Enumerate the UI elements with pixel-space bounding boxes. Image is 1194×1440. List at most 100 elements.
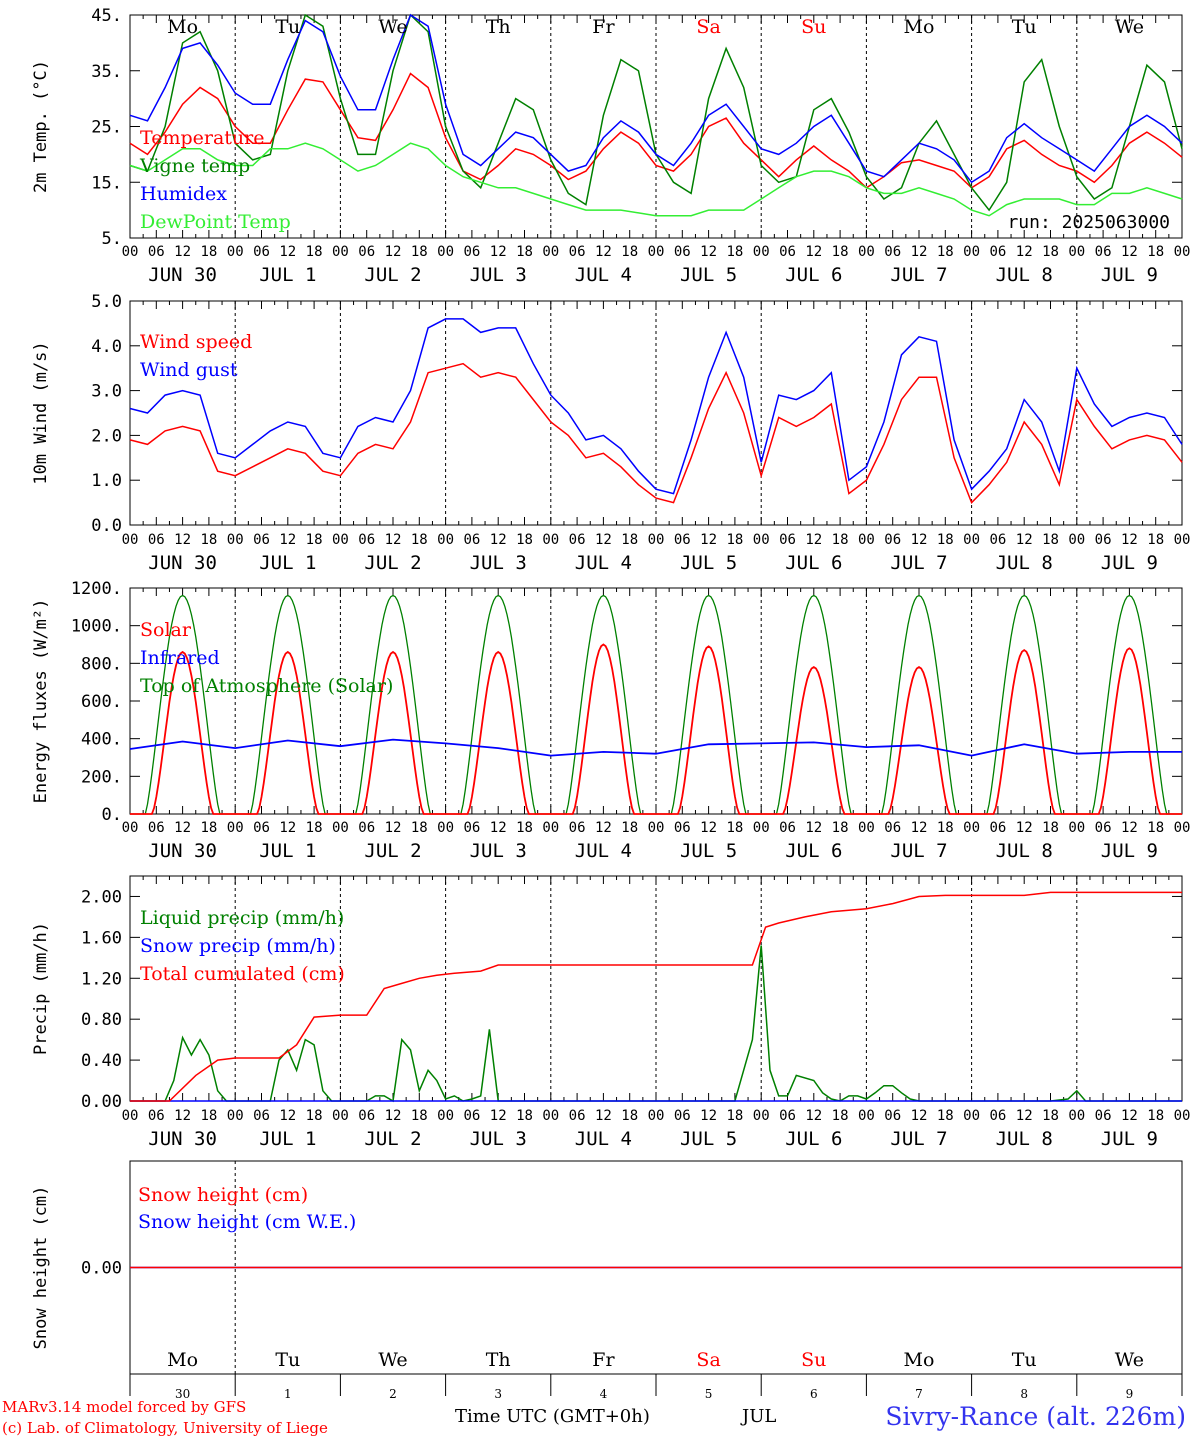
hour-tick-label: 18 bbox=[1042, 244, 1059, 260]
hour-tick-label: 00 bbox=[1068, 532, 1085, 548]
hour-tick-label: 12 bbox=[490, 532, 507, 548]
date-tick-label: JUL 1 bbox=[259, 1128, 316, 1150]
weekday-label: We bbox=[1115, 1349, 1144, 1371]
hour-tick-label: 12 bbox=[279, 1108, 296, 1124]
hour-tick-label: 00 bbox=[332, 1108, 349, 1124]
y-tick-label: 1.20 bbox=[81, 969, 122, 989]
weekday-label: We bbox=[378, 16, 407, 38]
hour-tick-label: 18 bbox=[726, 244, 743, 260]
date-tick-label: JUL 2 bbox=[364, 264, 421, 286]
hour-tick-label: 00 bbox=[963, 1108, 980, 1124]
hour-tick-label: 00 bbox=[332, 820, 349, 836]
hour-tick-label: 06 bbox=[779, 244, 796, 260]
hour-tick-label: 12 bbox=[805, 1108, 822, 1124]
y-tick-label: 0. bbox=[102, 805, 122, 825]
date-tick-label: JUL 8 bbox=[996, 552, 1053, 574]
hour-tick-label: 06 bbox=[463, 820, 480, 836]
hour-tick-label: 12 bbox=[1016, 1108, 1033, 1124]
date-tick-label: JUL 6 bbox=[785, 1128, 842, 1150]
y-tick-label: 4.0 bbox=[91, 337, 122, 357]
series-line-solar bbox=[130, 643, 1182, 815]
hour-tick-label: 06 bbox=[989, 1108, 1006, 1124]
hour-tick-label: 06 bbox=[779, 820, 796, 836]
date-tick-label: JUL 1 bbox=[259, 840, 316, 862]
hour-tick-label: 18 bbox=[726, 820, 743, 836]
hour-tick-label: 06 bbox=[358, 244, 375, 260]
y-tick-label: 400. bbox=[81, 730, 122, 750]
panel-frame-1 bbox=[129, 300, 1183, 526]
hour-tick-label: 00 bbox=[332, 532, 349, 548]
date-tick-label: JUL 2 bbox=[364, 840, 421, 862]
y-tick-label: 800. bbox=[81, 654, 122, 674]
hour-tick-label: 00 bbox=[858, 1108, 875, 1124]
hour-tick-label: 12 bbox=[805, 244, 822, 260]
hour-tick-label: 00 bbox=[437, 820, 454, 836]
date-tick-label: JUL 5 bbox=[680, 840, 737, 862]
hour-tick-label: 06 bbox=[463, 532, 480, 548]
hour-tick-label: 12 bbox=[911, 820, 928, 836]
hour-tick-label: 12 bbox=[174, 532, 191, 548]
hour-tick-label: 12 bbox=[911, 532, 928, 548]
hour-tick-label: 18 bbox=[621, 1108, 638, 1124]
date-tick-label: JUL 1 bbox=[259, 552, 316, 574]
series-line-total-cumulated-cm- bbox=[130, 891, 1182, 1102]
date-tick-label: JUL 9 bbox=[1101, 1128, 1158, 1150]
date-tick-label: JUL 4 bbox=[575, 552, 632, 574]
hour-tick-label: 12 bbox=[490, 1108, 507, 1124]
hour-tick-label: 00 bbox=[753, 1108, 770, 1124]
day-number-label: 1 bbox=[284, 1387, 292, 1401]
hour-tick-label: 18 bbox=[1147, 532, 1164, 548]
weekday-label: Sa bbox=[696, 16, 720, 38]
y-axis-label: Snow height (cm) bbox=[31, 1186, 51, 1350]
legend-entry: Snow height (cm W.E.) bbox=[138, 1211, 356, 1233]
hour-tick-label: 12 bbox=[1016, 820, 1033, 836]
hour-tick-label: 06 bbox=[1095, 1108, 1112, 1124]
day-number-label: 3 bbox=[494, 1387, 502, 1401]
hour-tick-label: 18 bbox=[1042, 1108, 1059, 1124]
hour-tick-label: 06 bbox=[463, 244, 480, 260]
series-line-infrared bbox=[129, 738, 1182, 757]
hour-tick-label: 06 bbox=[463, 1108, 480, 1124]
hour-tick-label: 06 bbox=[884, 820, 901, 836]
hour-tick-label: 00 bbox=[963, 244, 980, 260]
y-tick-label: 1000. bbox=[71, 617, 122, 637]
day-number-label: 5 bbox=[705, 1387, 713, 1401]
hour-tick-label: 12 bbox=[279, 244, 296, 260]
hour-tick-label: 06 bbox=[253, 532, 270, 548]
y-tick-label: 0.00 bbox=[81, 1092, 122, 1112]
hour-tick-label: 00 bbox=[227, 532, 244, 548]
hour-tick-label: 06 bbox=[884, 532, 901, 548]
hour-tick-label: 12 bbox=[385, 1108, 402, 1124]
hour-tick-label: 12 bbox=[911, 244, 928, 260]
weekday-label: Th bbox=[486, 16, 511, 38]
hour-tick-label: 18 bbox=[516, 820, 533, 836]
y-tick-label: 0.80 bbox=[81, 1010, 122, 1030]
y-tick-label: 0.00 bbox=[81, 1259, 122, 1279]
day-number-label: 4 bbox=[600, 1387, 608, 1401]
date-tick-label: JUL 9 bbox=[1101, 264, 1158, 286]
hour-tick-label: 06 bbox=[1095, 532, 1112, 548]
hour-tick-label: 00 bbox=[753, 820, 770, 836]
y-tick-label: 35. bbox=[91, 62, 122, 82]
day-number-label: 7 bbox=[915, 1387, 923, 1401]
hour-tick-label: 06 bbox=[148, 820, 165, 836]
hour-tick-label: 18 bbox=[306, 532, 323, 548]
hour-tick-label: 12 bbox=[385, 532, 402, 548]
y-tick-label: 2.00 bbox=[81, 887, 122, 907]
y-tick-label: 1.60 bbox=[81, 928, 122, 948]
date-tick-label: JUL 7 bbox=[890, 1128, 947, 1150]
hour-tick-label: 18 bbox=[937, 532, 954, 548]
day-number-label: 8 bbox=[1020, 1387, 1028, 1401]
hour-tick-label: 18 bbox=[411, 532, 428, 548]
hour-tick-label: 18 bbox=[516, 532, 533, 548]
y-tick-label: 1.0 bbox=[91, 471, 122, 491]
hour-tick-label: 00 bbox=[648, 532, 665, 548]
hour-tick-label: 18 bbox=[200, 1108, 217, 1124]
weekday-label: Mo bbox=[167, 1349, 198, 1371]
date-tick-label: JUL 5 bbox=[680, 552, 737, 574]
legend-entry: Vigne temp bbox=[139, 155, 250, 177]
weekday-label: Sa bbox=[696, 1349, 720, 1371]
hour-tick-label: 06 bbox=[358, 532, 375, 548]
hour-tick-label: 12 bbox=[490, 820, 507, 836]
hour-tick-label: 12 bbox=[1016, 244, 1033, 260]
